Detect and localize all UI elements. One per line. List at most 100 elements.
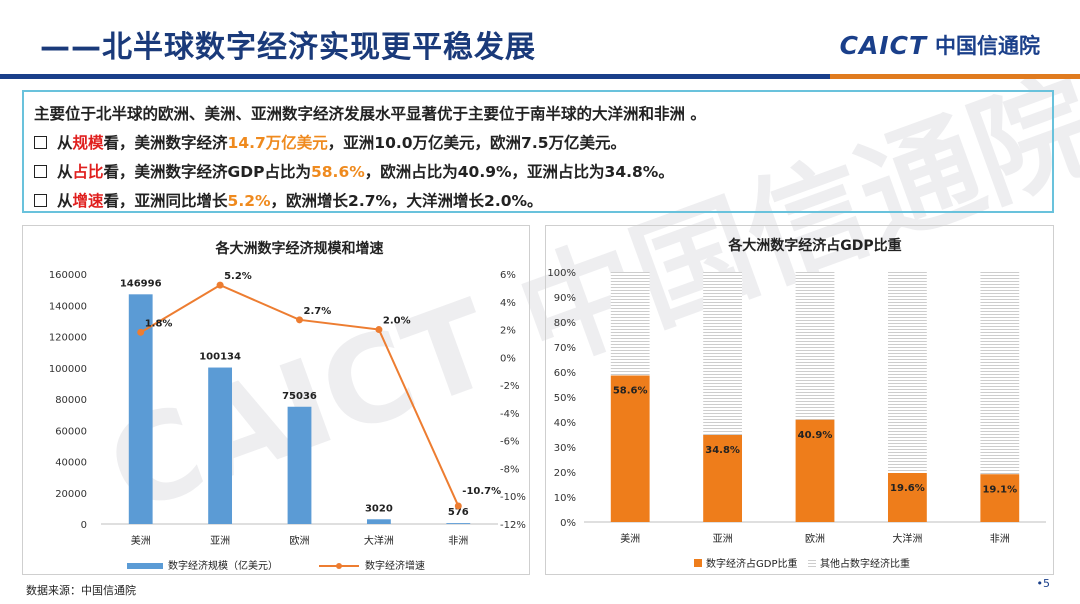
bar <box>208 367 233 524</box>
x-tick-label: 亚洲 <box>713 533 733 545</box>
bar <box>446 523 471 524</box>
bar-value-label: 75036 <box>282 391 317 402</box>
y2-tick-label: -8% <box>500 464 519 475</box>
y2-tick-label: 0% <box>500 353 516 364</box>
header-rule <box>0 74 1080 79</box>
growth-value-label: 1.8% <box>145 318 173 329</box>
x-tick-label: 欧洲 <box>290 535 310 547</box>
chart-gdp-share: 各大洲数字经济占GDP比重 0% 10% 20% 30% 40% 50% 60% 70% 80% 9… <box>547 237 1046 570</box>
y-tick-label: 40% <box>554 418 576 429</box>
y-tick-label: 60% <box>554 368 576 379</box>
bar-value-label: 34.8% <box>705 445 740 456</box>
y-tick-label: 120000 <box>49 333 87 344</box>
y-tick-label: 90% <box>554 293 576 304</box>
legend-label: 数字经济规模（亿美元） <box>168 559 278 572</box>
x-tick-label: 美洲 <box>620 532 640 545</box>
legend-swatch-other <box>808 559 816 567</box>
summary-value: 5.2% <box>227 192 271 210</box>
legend-label: 数字经济增速 <box>365 559 425 572</box>
summary-line-4: 从增速看，亚洲同比增长5.2%，欧洲增长2.7%，大洋洲增长2.0%。 <box>34 187 1042 216</box>
bar-digital-share <box>887 473 927 522</box>
bar-digital-share <box>610 375 650 522</box>
y2-tick-label: -4% <box>500 409 519 420</box>
chart-panel-share: 各大洲数字经济占GDP比重 0% 10% 20% 30% 40% 50% 60% 70% 80% 9… <box>545 225 1054 575</box>
y-tick-label: 140000 <box>49 301 87 312</box>
bar-value-label: 40.9% <box>798 430 833 441</box>
y-tick-label: 10% <box>554 493 576 504</box>
chart-title: 各大洲数字经济规模和增速 <box>215 240 384 257</box>
y-tick-label: 30% <box>554 443 576 454</box>
bar-value-label: 576 <box>448 507 469 518</box>
summary-value: 14.7万亿美元 <box>227 134 328 152</box>
y-tick-label: 40000 <box>55 458 87 469</box>
bar-digital-share <box>795 419 835 522</box>
y-tick-label: 100% <box>547 268 576 279</box>
growth-point <box>137 328 145 336</box>
summary-box: 主要位于北半球的欧洲、美洲、亚洲数字经济发展水平显著优于主要位于南半球的大洋洲和… <box>22 90 1054 213</box>
chart-scale-growth: 各大洲数字经济规模和增速 0 20000 40000 60000 80000 100000 1… <box>49 240 526 572</box>
growth-point <box>296 316 303 324</box>
x-tick-label: 亚洲 <box>210 535 230 547</box>
bar <box>287 406 312 524</box>
y2-tick-label: 2% <box>500 326 516 337</box>
chart-title: 各大洲数字经济占GDP比重 <box>727 237 901 254</box>
growth-point <box>375 326 383 334</box>
data-source: 数据来源：中国信通院 <box>26 584 136 597</box>
bar-value-label: 100134 <box>199 352 241 363</box>
legend-label: 其他占数字经济比重 <box>820 557 910 570</box>
x-tick-label: 大洋洲 <box>364 534 394 547</box>
summary-key: 占比 <box>72 163 104 181</box>
y2-tick-label: -10% <box>500 492 526 503</box>
page-number: •5 <box>1036 577 1051 590</box>
y-tick-label: 50% <box>554 393 576 404</box>
y2-tick-label: -2% <box>500 381 519 392</box>
x-tick-label: 美洲 <box>131 534 151 547</box>
bar-other-share <box>703 272 743 435</box>
logo-name: 中国信通院 <box>935 34 1040 58</box>
summary-key: 规模 <box>72 134 104 152</box>
header-rule-accent <box>830 74 1080 79</box>
logo: CAICT 中国信通院 <box>840 30 1040 60</box>
y2-tick-label: -12% <box>500 520 526 531</box>
bar-other-share <box>980 272 1020 475</box>
growth-value-label: -10.7% <box>462 486 501 497</box>
y2-tick-label: 4% <box>500 298 516 309</box>
growth-value-label: 2.7% <box>304 306 332 317</box>
bar-digital-share <box>980 474 1020 522</box>
logo-brand: CAICT <box>839 30 927 60</box>
growth-value-label: 2.0% <box>383 316 411 327</box>
chart-panel-scale: 各大洲数字经济规模和增速 0 20000 40000 60000 80000 100000 1… <box>22 225 530 575</box>
checkbox-icon <box>34 194 47 207</box>
y-tick-label: 70% <box>554 343 576 354</box>
bar-value-label: 19.1% <box>982 484 1017 495</box>
legend-swatch-share <box>694 559 702 567</box>
legend-swatch-point <box>336 563 342 569</box>
legend-label: 数字经济占GDP比重 <box>706 557 797 570</box>
bar-value-label: 146996 <box>120 278 162 289</box>
summary-value: 58.6% <box>310 163 365 181</box>
growth-value-label: 5.2% <box>224 271 252 282</box>
bar-value-label: 19.6% <box>890 483 925 494</box>
x-tick-label: 大洋洲 <box>892 532 922 545</box>
y-tick-label: 20% <box>554 468 576 479</box>
y-tick-label: 60000 <box>55 426 87 437</box>
bar-digital-share <box>703 435 743 522</box>
y2-tick-label: -6% <box>500 437 519 448</box>
y-tick-label: 160000 <box>49 270 87 281</box>
summary-key: 增速 <box>72 192 104 210</box>
bar-other-share <box>887 272 927 473</box>
growth-point <box>454 502 462 510</box>
bar <box>128 294 153 524</box>
y-tick-label: 80% <box>554 318 576 329</box>
x-tick-label: 非洲 <box>990 533 1010 545</box>
page-title: ——北半球数字经济实现更平稳发展 <box>40 30 536 65</box>
summary-line-3: 从占比看，美洲数字经济GDP占比为58.6%，欧洲占比为40.9%，亚洲占比为3… <box>34 158 1042 187</box>
growth-point <box>216 281 224 289</box>
y-tick-label: 80000 <box>55 395 87 406</box>
checkbox-icon <box>34 136 47 149</box>
bar-value-label: 58.6% <box>613 386 648 397</box>
y-tick-label: 20000 <box>55 489 87 500</box>
bar-other-share <box>610 272 650 376</box>
legend-swatch-bar <box>127 563 163 569</box>
y2-tick-label: 6% <box>500 270 516 281</box>
